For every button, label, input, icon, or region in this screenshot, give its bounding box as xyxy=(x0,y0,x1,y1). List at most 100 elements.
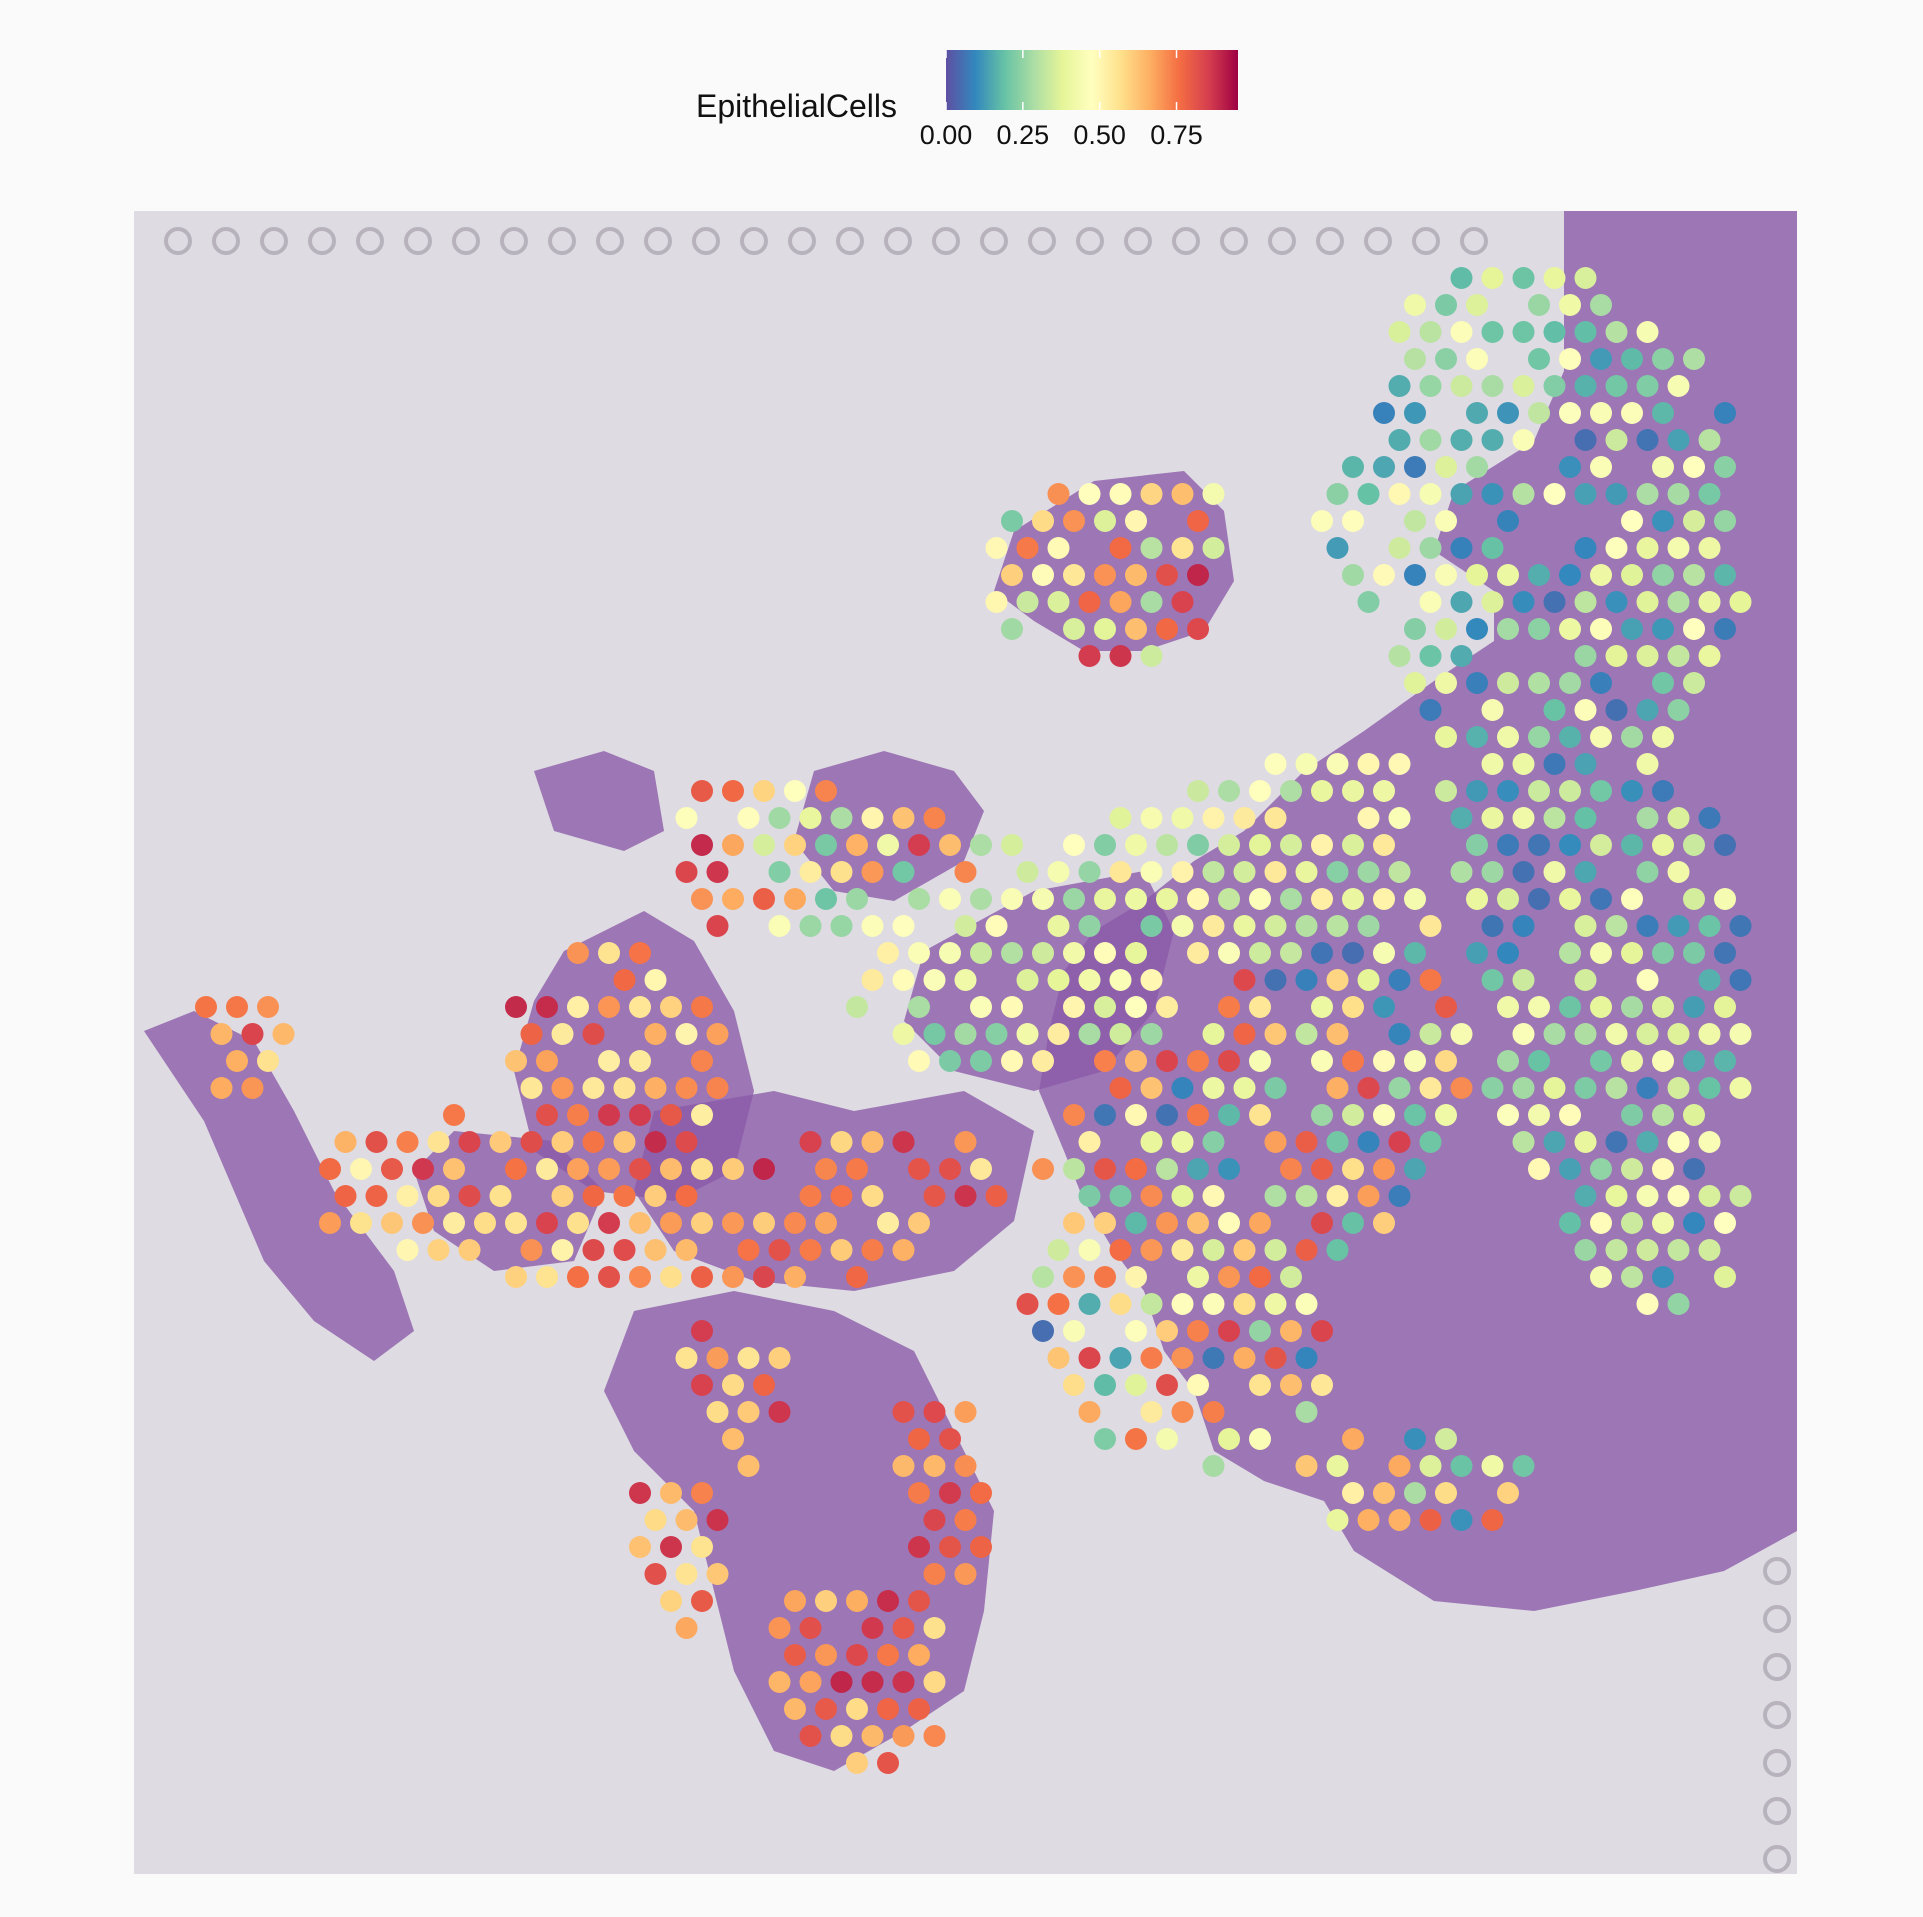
spot xyxy=(1295,1293,1318,1315)
spot xyxy=(1683,996,1705,1018)
spot xyxy=(1512,1077,1535,1099)
spot xyxy=(1435,996,1457,1018)
spot xyxy=(1559,1212,1581,1234)
spot xyxy=(908,1644,930,1666)
spot xyxy=(1543,321,1566,343)
spot xyxy=(1342,996,1364,1018)
spot xyxy=(753,1266,775,1288)
spot xyxy=(1016,537,1039,559)
spot xyxy=(629,1104,651,1126)
fiducial-dot xyxy=(644,227,672,255)
spot xyxy=(1326,483,1349,505)
spot xyxy=(954,1401,977,1423)
spot xyxy=(1295,861,1318,883)
spot xyxy=(1497,402,1519,424)
spot xyxy=(1512,375,1535,397)
spot xyxy=(1280,1266,1302,1288)
spot xyxy=(1016,861,1039,883)
spot xyxy=(1528,1104,1550,1126)
spot xyxy=(520,1239,543,1261)
spot xyxy=(892,1725,915,1747)
spot xyxy=(1109,1077,1132,1099)
spot xyxy=(1621,510,1643,532)
spot xyxy=(1342,1104,1364,1126)
spot xyxy=(892,1023,915,1045)
spot xyxy=(1683,1212,1705,1234)
spot xyxy=(1140,1239,1163,1261)
spot xyxy=(1202,1239,1225,1261)
spot xyxy=(1249,1266,1271,1288)
spot xyxy=(536,1050,558,1072)
spot xyxy=(737,1455,760,1477)
spot xyxy=(1683,834,1705,856)
spot xyxy=(939,1482,961,1504)
spot xyxy=(861,1131,884,1153)
spot xyxy=(675,1077,698,1099)
spot xyxy=(1435,726,1457,748)
spot xyxy=(1450,1023,1473,1045)
spot xyxy=(1667,1293,1690,1315)
spot xyxy=(1063,888,1085,910)
spot xyxy=(1388,1077,1411,1099)
spot xyxy=(1357,1131,1380,1153)
spot xyxy=(691,1212,713,1234)
spot xyxy=(1636,915,1659,937)
spot xyxy=(861,1725,884,1747)
spot xyxy=(1357,861,1380,883)
spot xyxy=(1636,375,1659,397)
spot xyxy=(1109,1185,1132,1207)
spot xyxy=(691,1536,713,1558)
spot xyxy=(1419,969,1442,991)
spot xyxy=(1202,1023,1225,1045)
spot xyxy=(985,1185,1008,1207)
spot xyxy=(1249,1104,1271,1126)
spot xyxy=(1667,483,1690,505)
spot xyxy=(908,1698,930,1720)
spot xyxy=(1264,915,1287,937)
spot xyxy=(1667,1239,1690,1261)
spot xyxy=(1698,1239,1721,1261)
spot xyxy=(1125,888,1147,910)
spot xyxy=(1621,564,1643,586)
fiducial-dot xyxy=(1076,227,1104,255)
spot xyxy=(1574,969,1597,991)
spot xyxy=(1574,1077,1597,1099)
spot xyxy=(954,1131,977,1153)
spot xyxy=(1714,888,1736,910)
spot xyxy=(1528,996,1550,1018)
spot xyxy=(1466,618,1488,640)
spot xyxy=(334,1131,357,1153)
spot xyxy=(923,1023,946,1045)
spot xyxy=(1574,1185,1597,1207)
spot xyxy=(1388,861,1411,883)
spot xyxy=(1466,456,1488,478)
spot xyxy=(1342,780,1364,802)
spot xyxy=(551,1131,574,1153)
spot xyxy=(1233,1023,1256,1045)
spot xyxy=(1078,1293,1101,1315)
spot xyxy=(954,969,977,991)
spot xyxy=(1404,1050,1426,1072)
spot xyxy=(970,1158,992,1180)
spot xyxy=(1605,1023,1628,1045)
spot xyxy=(1373,996,1395,1018)
spot xyxy=(1481,537,1504,559)
spot xyxy=(1497,510,1519,532)
fiducial-dot xyxy=(1316,227,1344,255)
spot xyxy=(1140,1401,1163,1423)
spot xyxy=(1156,888,1178,910)
spot xyxy=(1714,996,1736,1018)
spot xyxy=(1621,1104,1643,1126)
spot xyxy=(1187,942,1209,964)
spot xyxy=(1636,807,1659,829)
spot xyxy=(1202,861,1225,883)
spot xyxy=(1698,483,1721,505)
spot xyxy=(861,861,884,883)
spot xyxy=(1311,1050,1333,1072)
spot xyxy=(815,1212,837,1234)
spot xyxy=(1683,618,1705,640)
spot xyxy=(1342,834,1364,856)
spot xyxy=(1032,1266,1054,1288)
spot xyxy=(1140,1023,1163,1045)
spot xyxy=(1373,1050,1395,1072)
